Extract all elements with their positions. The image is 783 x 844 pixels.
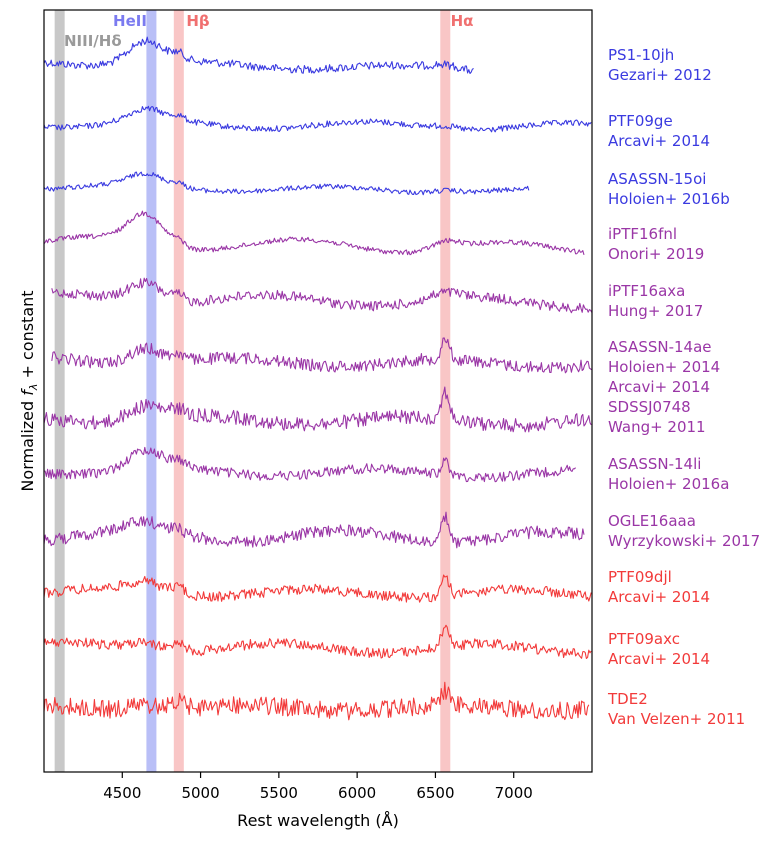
series-label-asassn-14li: ASASSN-14li [608, 455, 701, 473]
series-reference-asassn-14li: Holoien+ 2016a [608, 475, 729, 493]
series-reference-ptf09axc: Arcavi+ 2014 [608, 650, 710, 668]
band-niii-h [54, 10, 65, 772]
spectrum-ptf09ge [43, 105, 592, 133]
spectra-series [43, 36, 593, 721]
spectrum-ogle16aaa [43, 511, 585, 549]
x-tick-label-4500: 4500 [103, 784, 141, 802]
series-label-ptf09axc: PTF09axc [608, 630, 680, 648]
x-tick-label-6000: 6000 [338, 784, 376, 802]
spectrum-asassn-14ae [51, 337, 593, 374]
line-marker-bands [54, 10, 451, 772]
series-reference-ogle16aaa: Wyrzykowski+ 2017 [608, 532, 760, 550]
band-label-heii: HeII [113, 12, 147, 30]
band-label-niii-h: NIII/Hδ [64, 32, 122, 50]
line-marker-labels: NIII/Hδ HeII Hβ Hα [64, 12, 473, 50]
spectrum-tde2 [43, 681, 590, 721]
spectrum-iptf16fnl [43, 210, 585, 256]
band-h [173, 10, 184, 772]
spectrum-ps1-10jh [43, 36, 474, 75]
x-axis-ticks: 4500 5000 5500 6000 6500 7000 [103, 772, 533, 802]
series-reference-iptf16fnl: Onori+ 2019 [608, 245, 704, 263]
x-tick-label-5000: 5000 [181, 784, 219, 802]
series-reference-ptf09djl: Arcavi+ 2014 [608, 588, 710, 606]
x-tick-label-6500: 6500 [416, 784, 454, 802]
series-label-asassn-14ae: ASASSN-14ae [608, 338, 712, 356]
spectrum-ptf09djl [43, 574, 592, 603]
spectrum-iptf16axa [51, 277, 593, 314]
series-label-asassn-15oi: ASASSN-15oi [608, 170, 706, 188]
spectrum-ptf09axc [43, 624, 592, 660]
series-label-iptf16fnl: iPTF16fnl [608, 225, 677, 243]
series-label-ps1-10jh: PS1-10jh [608, 46, 674, 64]
series-reference2-asassn-14ae: Arcavi+ 2014 [608, 378, 710, 396]
series-label-tde2: TDE2 [607, 690, 648, 708]
series-reference-ptf09ge: Arcavi+ 2014 [608, 132, 710, 150]
spectrum-sdssj0748 [43, 386, 592, 433]
spectrum-asassn-14li [43, 446, 576, 483]
y-axis-label: Normalized fλ + constant [18, 290, 40, 491]
band-label-h: Hα [451, 12, 474, 30]
series-label-ptf09ge: PTF09ge [608, 112, 673, 130]
band-heii [146, 10, 157, 772]
series-reference-ps1-10jh: Gezari+ 2012 [608, 66, 712, 84]
x-tick-label-5500: 5500 [260, 784, 298, 802]
series-label-iptf16axa: iPTF16axa [608, 282, 685, 300]
series-reference-iptf16axa: Hung+ 2017 [608, 302, 703, 320]
plot-frame [43, 9, 593, 773]
series-label-ptf09djl: PTF09djl [608, 568, 672, 586]
series-reference-sdssj0748: Wang+ 2011 [608, 418, 706, 436]
series-label-ogle16aaa: OGLE16aaa [608, 512, 696, 530]
x-tick-label-7000: 7000 [495, 784, 533, 802]
x-axis-label: Rest wavelength (Å) [237, 811, 399, 830]
series-reference-asassn-15oi: Holoien+ 2016b [608, 190, 730, 208]
series-reference-tde2: Van Velzen+ 2011 [608, 710, 745, 728]
series-labels: PS1-10jh Gezari+ 2012 PTF09ge Arcavi+ 2014 A… [607, 46, 760, 728]
series-reference-asassn-14ae: Holoien+ 2014 [608, 358, 720, 376]
series-label-sdssj0748: SDSSJ0748 [608, 398, 691, 416]
band-label-h: Hβ [186, 12, 210, 30]
spectrum-asassn-15oi [43, 171, 530, 196]
